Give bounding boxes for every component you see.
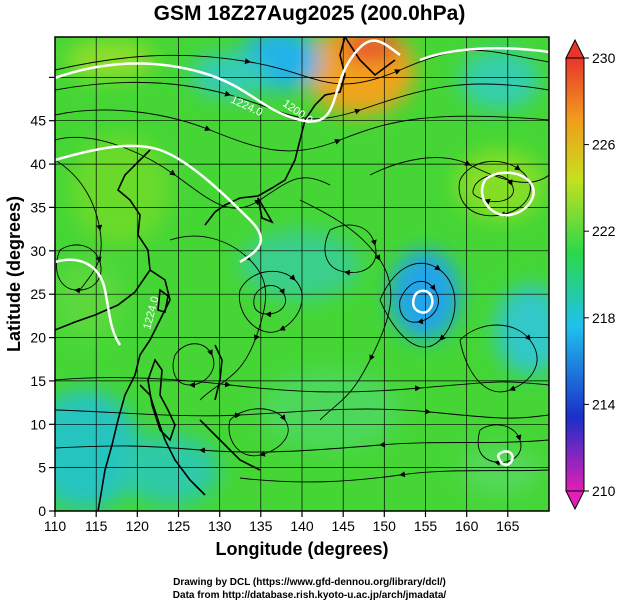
x-tick-label: 155 xyxy=(414,518,438,534)
y-tick-label: 35 xyxy=(30,199,46,215)
y-tick-labels: 0 5 10 15 20 25 30 35 40 45 xyxy=(30,113,46,519)
y-tick-label: 30 xyxy=(30,243,46,259)
page-title: GSM 18Z27Aug2025 (200.0hPa) xyxy=(153,2,466,25)
colorbar-bottom-triangle xyxy=(565,490,585,511)
y-tick-label: 5 xyxy=(38,460,46,476)
x-axis-title: Longitude (degrees) xyxy=(215,539,388,559)
x-tick-label: 115 xyxy=(85,518,108,534)
temperature-field: 1224.0 1200.0 1224.0 xyxy=(55,37,549,511)
x-tick-label: 165 xyxy=(496,518,520,534)
colorbar-top-triangle xyxy=(565,38,585,59)
colorbar: 210 214 218 222 226 230 xyxy=(565,38,616,511)
colorbar-gradient xyxy=(565,57,585,492)
x-tick-label: 150 xyxy=(373,518,397,534)
y-tick-label: 25 xyxy=(30,286,46,302)
colorbar-tick-label: 222 xyxy=(592,223,616,239)
streamlines xyxy=(55,49,549,483)
y-tick-label: 45 xyxy=(30,113,46,129)
colorbar-tick-label: 226 xyxy=(592,137,616,153)
y-tick-label: 40 xyxy=(30,156,46,172)
x-tick-labels: 110 115 120 125 130 135 140 145 150 155 … xyxy=(44,518,520,534)
x-tick-label: 140 xyxy=(290,518,314,534)
axis-ticks xyxy=(49,76,509,517)
height-contours xyxy=(55,39,549,467)
y-tick-label: 15 xyxy=(30,373,46,389)
colorbar-tick-label: 230 xyxy=(592,50,616,66)
credit-data-source: Data from http://database.rish.kyoto-u.a… xyxy=(172,590,447,601)
x-tick-label: 110 xyxy=(44,518,67,534)
y-tick-label: 20 xyxy=(30,330,46,346)
x-tick-label: 125 xyxy=(167,518,191,534)
x-tick-label: 130 xyxy=(208,518,232,534)
x-tick-label: 135 xyxy=(249,518,273,534)
x-tick-label: 160 xyxy=(455,518,479,534)
y-axis-title: Latitude (degrees) xyxy=(4,196,24,352)
y-tick-label: 0 xyxy=(38,503,46,519)
credit-drawing: Drawing by DCL (https://www.gfd-dennou.o… xyxy=(173,577,446,588)
colorbar-tick-label: 210 xyxy=(592,483,616,499)
colorbar-tick-label: 214 xyxy=(592,396,616,412)
colorbar-tick-label: 218 xyxy=(592,310,616,326)
y-tick-label: 10 xyxy=(30,416,46,432)
x-tick-label: 120 xyxy=(126,518,150,534)
x-tick-label: 145 xyxy=(332,518,356,534)
